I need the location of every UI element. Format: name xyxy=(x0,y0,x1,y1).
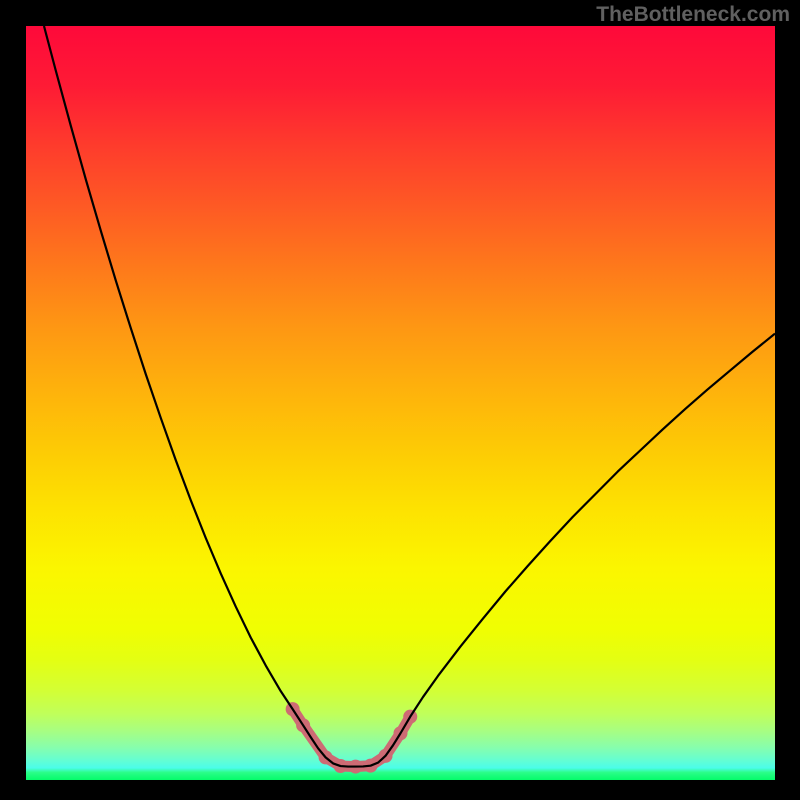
chart-container: TheBottleneck.com xyxy=(0,0,800,800)
plot-area xyxy=(26,26,775,780)
watermark: TheBottleneck.com xyxy=(596,3,790,27)
curve-layer xyxy=(26,26,775,780)
bottleneck-curve xyxy=(44,26,775,767)
